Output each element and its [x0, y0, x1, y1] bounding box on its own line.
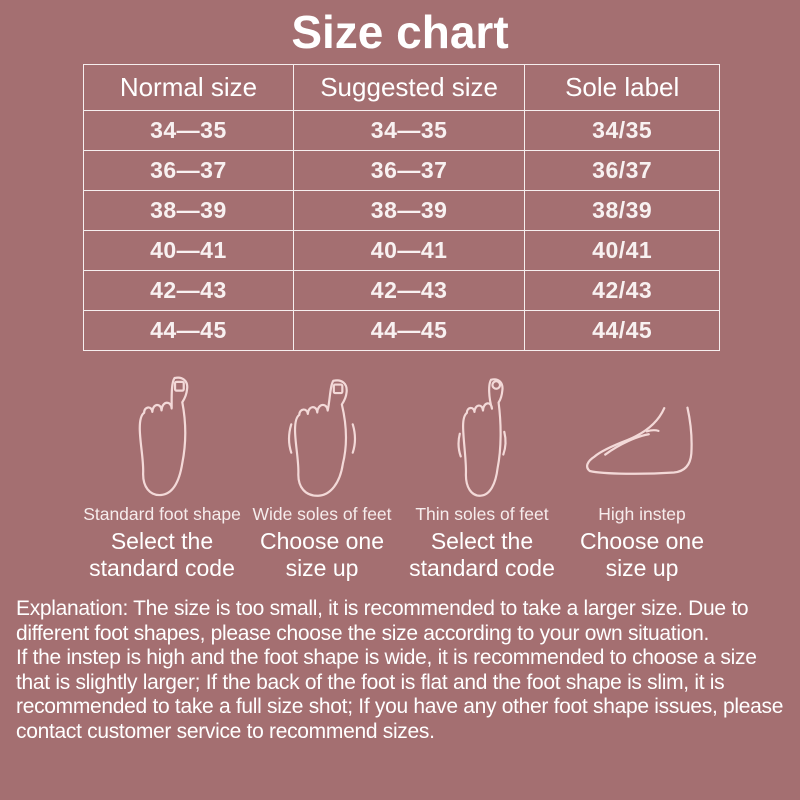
- size-cell: 40—41: [292, 230, 526, 271]
- foot-guide-high-instep: High instep Choose one size up: [562, 370, 722, 582]
- table-row: 36—37 36—37 36/37: [83, 150, 720, 191]
- standard-foot-sole-icon: [138, 376, 189, 497]
- size-cell: 36/37: [524, 150, 720, 191]
- size-cell: 34—35: [83, 110, 294, 151]
- table-row: 34—35 34—35 34/35: [83, 110, 720, 151]
- foot-guide-label: Standard foot shape: [83, 504, 241, 524]
- foot-guide-thin: Thin soles of feet Select the standard c…: [402, 370, 562, 582]
- size-cell: 40—41: [83, 230, 294, 271]
- table-row: 44—45 44—45 44/45: [83, 310, 720, 351]
- foot-guide-advice: Select the standard code: [409, 528, 555, 581]
- foot-guide-advice: Choose one size up: [579, 528, 705, 581]
- foot-guide-advice: Choose one size up: [259, 528, 385, 581]
- page-title: Size chart: [291, 6, 509, 58]
- size-cell: 40/41: [524, 230, 720, 271]
- foot-guide-advice: Select the standard code: [89, 528, 235, 581]
- size-cell: 42—43: [292, 270, 526, 311]
- table-header-row: Normal size Suggested size Sole label: [83, 64, 720, 111]
- table-row: 38—39 38—39 38/39: [83, 190, 720, 231]
- size-cell: 36—37: [292, 150, 526, 191]
- table-row: 40—41 40—41 40/41: [83, 230, 720, 271]
- foot-guide-label: High instep: [598, 504, 686, 524]
- size-cell: 38/39: [524, 190, 720, 231]
- foot-shape-guides: Standard foot shape Select the standard …: [82, 370, 722, 582]
- table-row: 42—43 42—43 42/43: [83, 270, 720, 311]
- foot-guide-label: Wide soles of feet: [252, 504, 392, 524]
- col-header-sole-label: Sole label: [524, 64, 720, 111]
- size-cell: 34—35: [292, 110, 526, 151]
- high-instep-foot-icon: [586, 406, 693, 475]
- size-chart-table: Normal size Suggested size Sole label 34…: [83, 64, 720, 351]
- thin-foot-sole-icon: [457, 378, 507, 497]
- size-cell: 38—39: [83, 190, 294, 231]
- size-cell: 38—39: [292, 190, 526, 231]
- explanation-text: Explanation: The size is too small, it i…: [16, 597, 788, 744]
- size-cell: 36—37: [83, 150, 294, 191]
- size-cell: 42/43: [524, 270, 720, 311]
- foot-guide-label: Thin soles of feet: [415, 504, 549, 524]
- explanation-paragraph-2: If the instep is high and the foot shape…: [16, 646, 784, 743]
- size-cell: 44/45: [524, 310, 720, 351]
- col-header-normal-size: Normal size: [83, 64, 294, 111]
- size-cell: 34/35: [524, 110, 720, 151]
- foot-guide-wide: Wide soles of feet Choose one size up: [242, 370, 402, 582]
- size-cell: 44—45: [83, 310, 294, 351]
- wide-foot-sole-icon: [288, 379, 356, 497]
- col-header-suggested-size: Suggested size: [292, 64, 526, 111]
- size-cell: 44—45: [292, 310, 526, 351]
- size-cell: 42—43: [83, 270, 294, 311]
- explanation-paragraph-1: Explanation: The size is too small, it i…: [16, 597, 749, 645]
- foot-guide-standard: Standard foot shape Select the standard …: [82, 370, 242, 582]
